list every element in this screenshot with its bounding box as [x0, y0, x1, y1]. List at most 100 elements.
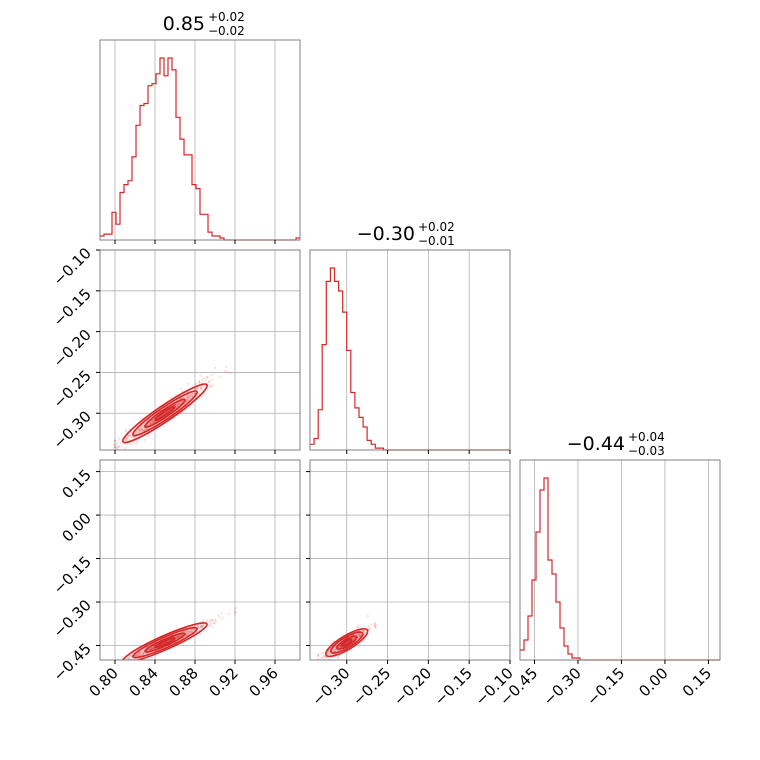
sample-point [214, 620, 218, 623]
sample-point [141, 652, 145, 655]
sample-point [334, 648, 337, 652]
sample-point [196, 387, 199, 390]
sample-point [321, 656, 324, 659]
sample-point [117, 663, 119, 665]
sample-point [200, 385, 203, 388]
x-tick-label: 0.96 [245, 664, 281, 700]
sample-point [362, 629, 365, 633]
sample-point [151, 647, 154, 651]
sample-point [199, 633, 202, 636]
sample-point [206, 376, 209, 379]
sample-point [322, 662, 324, 664]
sample-point [120, 656, 124, 659]
sample-point [125, 442, 129, 446]
scatter-content [113, 365, 232, 450]
sample-point [213, 618, 217, 622]
sample-point [316, 653, 320, 656]
sample-point [116, 446, 119, 450]
sample-point [224, 365, 228, 369]
sample-point [127, 434, 130, 438]
sample-point [373, 625, 377, 628]
sample-point [134, 654, 138, 657]
sample-point [125, 436, 128, 440]
sample-point [328, 653, 331, 656]
sample-point [210, 625, 214, 629]
sample-point [151, 647, 155, 651]
sample-point [113, 443, 117, 446]
sample-point [117, 437, 121, 441]
sample-point [134, 430, 138, 433]
sample-point [191, 395, 194, 398]
sample-point [186, 633, 190, 636]
sample-point [139, 654, 143, 657]
title-lower-error: −0.02 [208, 24, 245, 38]
sample-point [367, 628, 371, 631]
sample-point [151, 419, 155, 422]
sample-point [113, 443, 117, 446]
sample-point [201, 378, 204, 382]
sample-point [333, 647, 337, 651]
sample-point [138, 428, 142, 431]
sample-point [189, 405, 192, 408]
sample-point [370, 623, 373, 627]
sample-point [210, 385, 213, 388]
sample-point [188, 630, 191, 634]
sample-point [144, 428, 147, 431]
sample-point [118, 667, 120, 669]
sample-point [127, 433, 130, 437]
panel-border [519, 459, 721, 661]
sample-point [115, 442, 119, 445]
sample-point [319, 662, 321, 664]
sample-point [210, 618, 214, 622]
sample-point [126, 438, 129, 441]
sample-point [366, 614, 369, 618]
sample-point [190, 394, 193, 397]
sample-point [233, 607, 237, 610]
sample-point [150, 647, 154, 650]
sample-point [177, 403, 181, 406]
sample-point [185, 395, 189, 398]
sample-point [185, 631, 188, 634]
sample-point [199, 626, 203, 629]
x-tick-label: −0.25 [349, 664, 394, 709]
sample-point [125, 436, 128, 440]
x-tick-label: 0.80 [85, 664, 121, 700]
sample-point [358, 633, 361, 636]
sample-point [135, 441, 139, 444]
title-value: −0.44 [567, 433, 625, 455]
title-value: 0.85 [163, 13, 205, 35]
title-upper-error: +0.02 [418, 220, 455, 234]
y-tick-label: −0.45 [50, 640, 95, 685]
sample-point [144, 438, 147, 442]
sample-point [213, 621, 216, 625]
title-upper-error: +0.04 [628, 430, 665, 444]
sample-point [316, 654, 320, 658]
sample-point [209, 621, 212, 625]
sample-point [200, 624, 203, 628]
sample-point [127, 656, 130, 660]
sample-point [143, 427, 146, 430]
sample-point [191, 392, 194, 395]
sample-point [142, 651, 145, 655]
sample-point [205, 620, 208, 623]
sample-point [128, 657, 131, 660]
sample-point [150, 647, 153, 651]
sample-point [199, 374, 202, 377]
sample-point [198, 379, 201, 383]
title-upper-error: +0.02 [208, 10, 245, 24]
sample-point [117, 445, 120, 448]
sample-point [356, 633, 359, 636]
title-lower-error: −0.01 [418, 234, 455, 248]
sample-point [113, 445, 117, 449]
panel-background [310, 460, 510, 660]
sample-point [149, 648, 152, 651]
x-tick-label: 0.84 [125, 664, 161, 700]
sample-point [216, 614, 220, 617]
panel-title: 0.85 +0.02−0.02 [163, 10, 245, 38]
sample-point [201, 625, 204, 629]
sample-point [204, 378, 207, 382]
sample-point [186, 394, 189, 397]
sample-point [225, 370, 229, 374]
sample-point [362, 630, 366, 633]
